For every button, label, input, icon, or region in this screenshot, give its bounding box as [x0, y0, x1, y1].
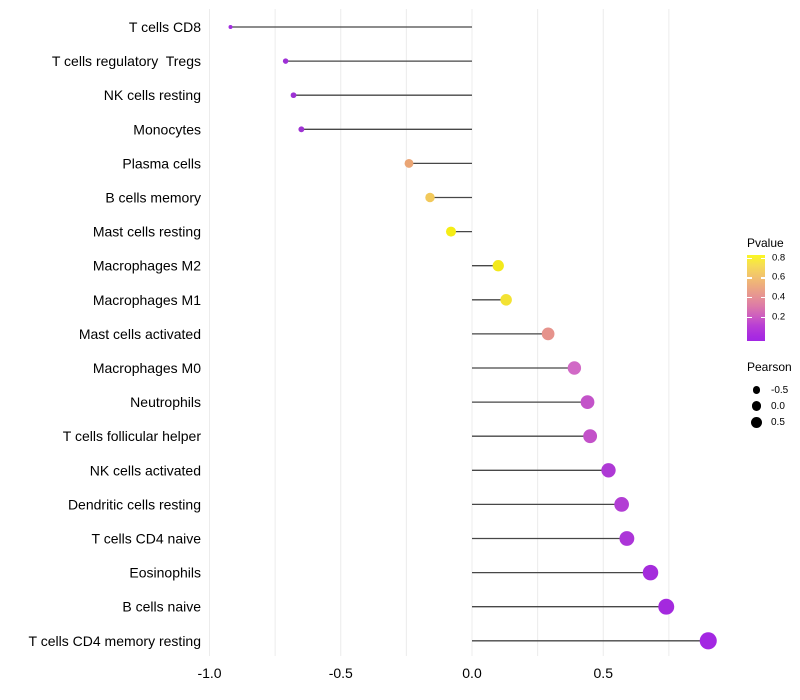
lollipop-dot [614, 497, 629, 512]
colorbar-tick-mark [747, 297, 752, 299]
lollipop-dot [541, 327, 555, 341]
pvalue-legend-title: Pvalue [747, 236, 784, 250]
lollipop-dot [425, 192, 435, 203]
lollipop-dot [583, 429, 598, 444]
y-axis-label: Mast cells activated [79, 326, 201, 342]
y-axis-label: T cells follicular helper [63, 428, 202, 444]
pvalue-legend: Pvalue 0.8 0.6 0.4 0.2 [747, 237, 800, 341]
pearson-legend-item: 0.0 [747, 398, 792, 414]
lollipop-dot [619, 531, 635, 546]
y-axis-label: T cells CD8 [129, 19, 201, 35]
y-axis-label: Macrophages M0 [93, 360, 201, 376]
pearson-dot-icon [751, 401, 762, 411]
y-axis-label: T cells CD4 naive [92, 531, 202, 547]
lollipop-dot [404, 158, 414, 168]
pearson-dot-icon [752, 386, 761, 394]
lollipop-dot [282, 58, 289, 64]
y-axis-label: T cells regulatory Tregs [52, 53, 201, 69]
y-axis-label: Eosinophils [129, 565, 201, 581]
colorbar-tick-label: 0.6 [772, 271, 786, 283]
lollipop-dot [601, 463, 616, 478]
lollipop-dot [658, 598, 675, 615]
pearson-legend-item: -0.5 [747, 382, 792, 398]
lollipop-dot [699, 632, 717, 650]
colorbar-tick-mark [760, 277, 765, 279]
lollipop-dot [580, 395, 595, 409]
lollipop-dot [298, 126, 305, 133]
pearson-item-label: 0.0 [771, 400, 785, 412]
x-axis-tick-label: -1.0 [197, 665, 221, 681]
x-axis-tick-label: -0.5 [329, 665, 353, 681]
y-axis-label: Neutrophils [130, 394, 201, 410]
pearson-dot-slot [747, 416, 766, 428]
pearson-item-label: -0.5 [771, 384, 789, 396]
lollipop-dot [445, 226, 457, 237]
y-axis-label: Mast cells resting [93, 224, 201, 240]
y-axis-label: B cells memory [105, 190, 201, 206]
lollipop-dot [567, 361, 582, 375]
y-axis-label: Macrophages M1 [93, 292, 201, 308]
pvalue-colorbar-wrap: 0.8 0.6 0.4 0.2 [747, 252, 785, 341]
colorbar-tick-label: 0.4 [772, 291, 786, 303]
pearson-legend-title: Pearson [747, 360, 792, 374]
pearson-dot-icon [750, 416, 763, 428]
colorbar-tick-mark [760, 316, 765, 319]
y-axis-label: Plasma cells [122, 155, 201, 171]
colorbar-tick-mark [747, 257, 752, 259]
y-axis-label: B cells naive [122, 599, 201, 615]
x-axis-tick-label: 0.0 [462, 665, 482, 681]
lollipop-dot [500, 294, 512, 306]
lollipop-dot [642, 564, 659, 581]
pearson-legend: Pearson -0.5 0.0 0.5 [747, 361, 792, 430]
colorbar-tick-label: 0.8 [772, 252, 786, 264]
lollipop-dot [290, 92, 297, 99]
colorbar-tick-mark [760, 257, 765, 259]
y-axis-label: NK cells activated [90, 462, 201, 478]
pearson-item-label: 0.5 [771, 416, 785, 428]
colorbar-tick-mark [747, 277, 752, 279]
y-axis-label: T cells CD4 memory resting [29, 633, 201, 649]
y-axis-label: Dendritic cells resting [68, 496, 201, 512]
y-axis-label: Monocytes [133, 121, 201, 137]
y-axis-label: NK cells resting [104, 87, 201, 103]
pearson-dot-slot [747, 386, 766, 394]
colorbar-tick-label: 0.2 [772, 311, 786, 323]
lollipop-dot [228, 25, 233, 29]
y-axis-label: Macrophages M2 [93, 258, 201, 274]
lollipop-dot [492, 260, 504, 272]
x-axis-tick-label: 0.5 [594, 665, 614, 681]
colorbar-tick-mark [747, 316, 752, 319]
pvalue-colorbar-gradient [747, 255, 765, 341]
pearson-legend-item: 0.5 [747, 414, 792, 430]
colorbar-tick-mark [760, 297, 765, 299]
pearson-dot-slot [747, 401, 766, 411]
